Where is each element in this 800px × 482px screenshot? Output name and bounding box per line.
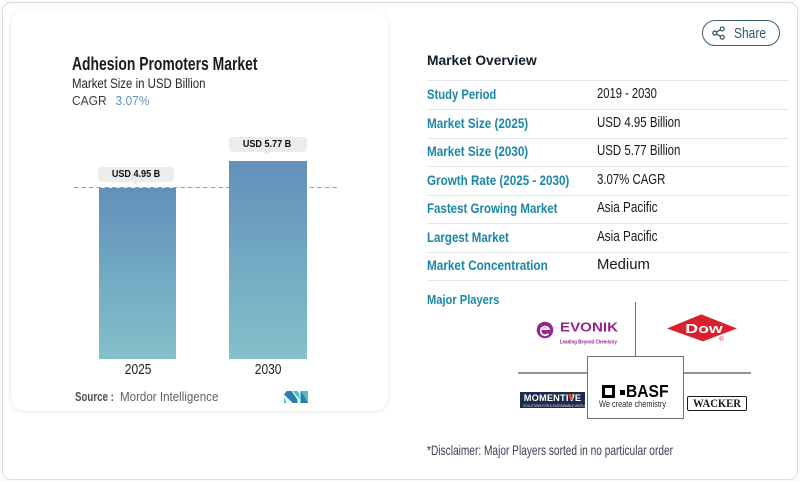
svg-text:Dow: Dow (685, 321, 724, 336)
svg-text:EVONIK: EVONIK (560, 321, 618, 335)
svg-text:Leading Beyond Chemistry: Leading Beyond Chemistry (560, 340, 617, 346)
svg-text:®: ® (719, 335, 724, 343)
